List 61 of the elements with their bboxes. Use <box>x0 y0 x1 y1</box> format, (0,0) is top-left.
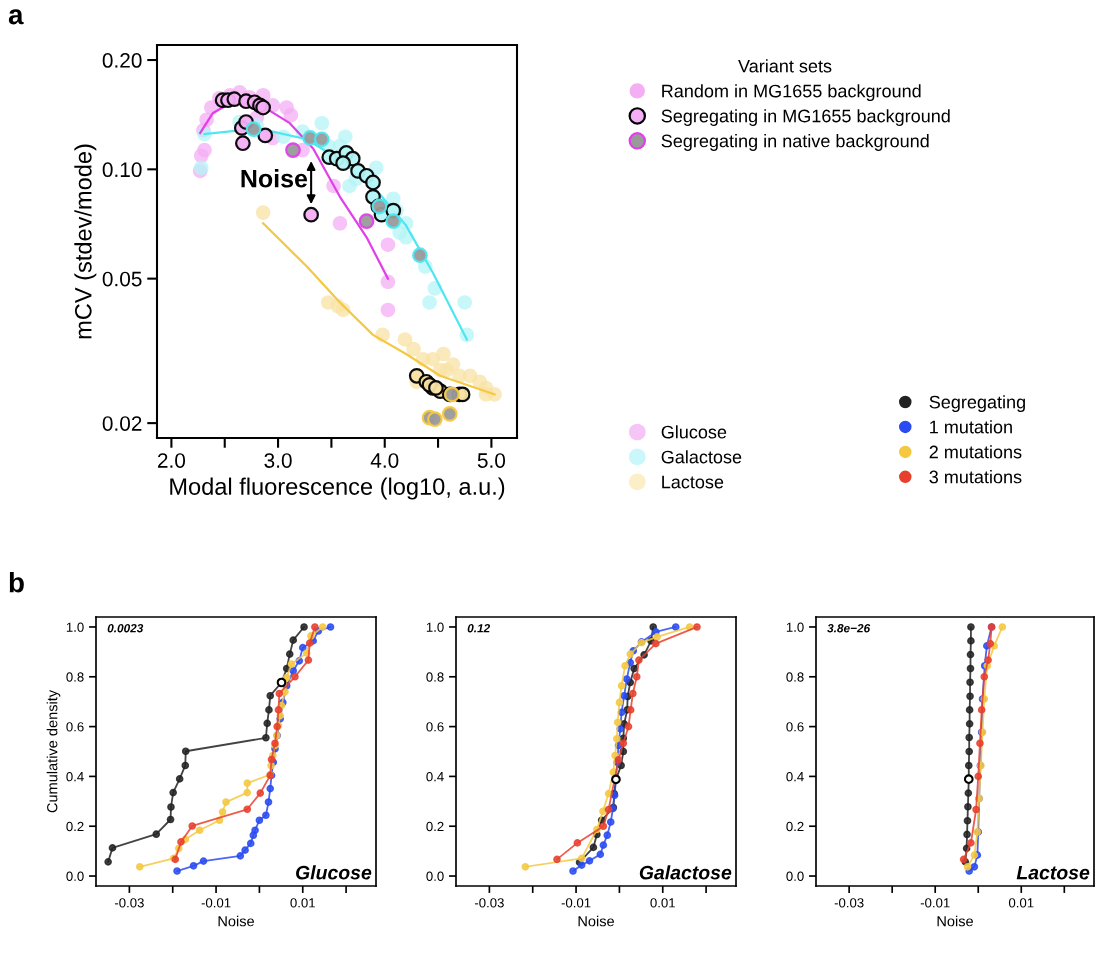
text: a <box>8 9 24 25</box>
y-tick-label: 0.0 <box>786 871 804 881</box>
y-tick-label: 1.0 <box>786 622 804 632</box>
x-tick-label: -0.03 <box>834 898 864 908</box>
y-tick-label: 0.0 <box>66 871 84 881</box>
legend-label: Segregating in native background <box>661 134 929 151</box>
y-tick-label: 0.6 <box>786 722 804 732</box>
annotation: 3.8e−26 <box>827 624 871 633</box>
legend-label: Lactose <box>662 475 724 489</box>
legend-label: 1 mutation <box>930 420 1012 434</box>
x-axis-title: Noise <box>218 915 254 927</box>
y-tick-label: 0.2 <box>66 821 84 832</box>
y-tick-label: 0.4 <box>426 771 444 782</box>
annotation: 0.0023 <box>107 624 144 633</box>
legend-label: Galactose <box>661 450 742 464</box>
y-tick-label: 0.2 <box>786 821 804 832</box>
y-tick-label: 0.02 <box>102 416 142 431</box>
x-axis-title: Noise <box>937 915 973 927</box>
annotation: Galactose <box>639 865 732 880</box>
legend-label: Random in MG1655 background <box>662 84 921 102</box>
x-tick-label: 0.01 <box>290 898 315 908</box>
x-axis-title: Modal fluorescence (log10, a.u.) <box>170 477 505 500</box>
y-tick-label: 0.2 <box>426 821 444 832</box>
x-tick-label: 4.0 <box>370 453 399 468</box>
text: b <box>9 572 24 593</box>
x-tick-label: 0.01 <box>650 898 675 908</box>
legend-label: 2 mutations <box>929 445 1022 459</box>
y-tick-label: 0.4 <box>66 771 84 782</box>
annotation: Lactose <box>1016 865 1090 880</box>
y-axis-title: mCV (stdev/mode) <box>74 144 97 339</box>
legend-label: Segregating in MG1655 background <box>661 109 950 126</box>
legend-title: Variant sets <box>738 59 832 73</box>
legend-label: Glucose <box>661 425 727 439</box>
x-tick-label: 2.0 <box>157 453 186 468</box>
x-tick-label: 3.0 <box>264 453 292 468</box>
legend-label: 3 mutations <box>929 470 1022 484</box>
x-tick-label: 0.01 <box>1008 898 1034 908</box>
y-tick-label: 0.4 <box>786 771 804 782</box>
x-axis-title: Noise <box>578 915 614 927</box>
y-tick-label: 0.20 <box>102 53 142 68</box>
annotation: 0.12 <box>467 624 491 633</box>
x-tick-label: -0.03 <box>474 898 504 908</box>
y-tick-label: 0.05 <box>102 271 142 287</box>
x-tick-label: -0.01 <box>561 898 591 908</box>
y-tick-label: 0.6 <box>426 722 444 732</box>
x-tick-label: -0.01 <box>920 898 950 908</box>
legend-label: Segregating <box>929 395 1025 413</box>
x-tick-label: -0.01 <box>201 898 231 908</box>
x-tick-label: 5.0 <box>477 453 506 468</box>
y-tick-label: 1.0 <box>66 622 84 632</box>
y-tick-label: 0.8 <box>66 672 84 682</box>
annotation: Noise <box>241 169 308 188</box>
y-tick-label: 0.10 <box>102 162 142 178</box>
x-tick-label: -0.03 <box>114 898 144 908</box>
y-tick-label: 0.8 <box>426 672 444 682</box>
y-tick-label: 1.0 <box>426 622 444 632</box>
annotation: Glucose <box>296 865 372 880</box>
y-tick-label: 0.6 <box>66 722 84 732</box>
y-tick-label: 0.0 <box>426 871 444 881</box>
y-axis-title: Cumulative density <box>46 689 61 813</box>
y-tick-label: 0.8 <box>786 672 804 682</box>
